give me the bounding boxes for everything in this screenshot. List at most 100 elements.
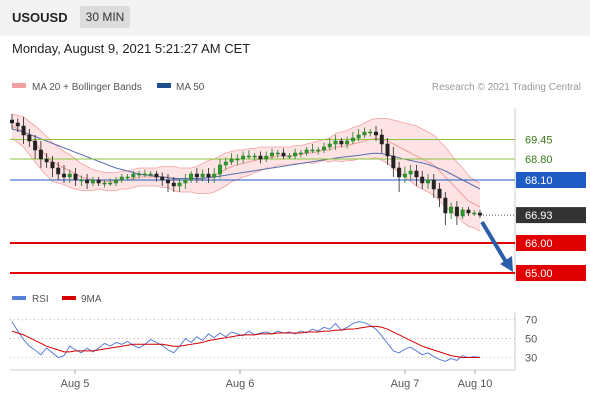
candle-body [333, 140, 338, 145]
candle-body [108, 182, 113, 185]
candle-body [293, 152, 298, 157]
x-label-3: Aug 10 [458, 378, 493, 390]
level-label-5: 65.00 [525, 268, 553, 280]
rsi-tick-label-1: 50 [525, 334, 537, 346]
rsi-legend-swatch [12, 296, 26, 300]
candle-body [478, 212, 482, 216]
candle-body [270, 152, 274, 157]
candle-body [241, 155, 246, 160]
candle-body [420, 176, 425, 184]
candle-body [460, 209, 465, 217]
ma50-legend-label: MA 50 [176, 82, 205, 93]
candle-body [96, 179, 101, 184]
candle-body [218, 164, 222, 175]
candle-body [200, 173, 205, 178]
candle-body [50, 161, 55, 169]
candle-body [414, 170, 419, 178]
candle-body [408, 170, 413, 175]
forecast-arrow [480, 220, 513, 272]
candle-body [391, 155, 396, 169]
candle-body [437, 188, 442, 199]
bollinger-legend-swatch [12, 83, 26, 88]
candle-body [281, 152, 286, 157]
candle-body [402, 173, 407, 178]
level-tag-2 [516, 172, 586, 188]
candle-body [15, 122, 20, 127]
bollinger-upper-line [11, 113, 481, 184]
candle-body [114, 179, 118, 184]
candle-body [287, 155, 292, 158]
candle-body [119, 176, 124, 181]
candle-body [148, 173, 153, 176]
rsi-panel: 70 50 30 [10, 315, 537, 365]
candle-body [177, 182, 182, 187]
candle-body [472, 212, 477, 215]
level-label-4: 66.00 [525, 238, 553, 250]
level-tag-3 [516, 207, 586, 224]
candle-body [235, 158, 240, 161]
candle-body [310, 149, 315, 152]
x-axis-labels: Aug 5 Aug 6 Aug 7 Aug 10 [61, 370, 493, 390]
x-label-1: Aug 6 [226, 378, 255, 390]
candle-body [194, 173, 199, 178]
symbol-label: USOUSD [12, 10, 68, 25]
candle-body [443, 197, 448, 214]
credit-label: Research © 2021 Trading Central [432, 82, 581, 93]
candle-body [73, 173, 78, 181]
candle-body [385, 143, 390, 157]
candle-body [102, 182, 107, 185]
candle-body [368, 131, 373, 134]
candle-body [160, 176, 165, 181]
candle-body [466, 209, 471, 214]
candle-body [56, 167, 61, 175]
candle-body [212, 173, 217, 178]
candle-body [125, 176, 130, 179]
candle-body [166, 179, 170, 184]
rsi-legend-label: RSI [32, 294, 49, 305]
candle-body [304, 149, 309, 154]
candle-body [223, 161, 228, 166]
level-tag-5 [516, 265, 586, 281]
ma20-line [11, 125, 481, 208]
ma50-legend-swatch [157, 83, 171, 88]
level-label-2: 68.10 [525, 175, 553, 187]
candle-body [339, 140, 344, 145]
candle-body [327, 143, 332, 148]
candle-body [67, 173, 72, 178]
candle-body [142, 173, 147, 176]
level-label-0: 69.45 [525, 135, 553, 147]
x-label-0: Aug 5 [61, 378, 90, 390]
candle-body [171, 182, 176, 187]
candle-body [374, 131, 378, 136]
rsi-ma-line [11, 325, 480, 359]
candle-body [316, 149, 321, 152]
timestamp: Monday, August 9, 2021 5:21:27 AM CET [12, 41, 251, 56]
candle-body [38, 149, 43, 160]
candle-body [379, 134, 384, 145]
candle-body [10, 119, 14, 124]
candle-body [362, 131, 367, 136]
candle-body [431, 179, 436, 190]
candle-body [33, 140, 38, 151]
candle-body [252, 155, 257, 158]
candle-body [322, 146, 326, 151]
candle-body [246, 155, 251, 158]
candle-body [449, 206, 454, 214]
candle-body [183, 179, 188, 184]
candle-body [85, 179, 90, 184]
rsi-line [11, 321, 481, 362]
rsi-tick-label-2: 30 [525, 353, 537, 365]
candle-body [258, 155, 263, 160]
candle-body [426, 179, 430, 184]
candle-body [44, 158, 49, 163]
bollinger-lower-line [11, 137, 481, 232]
candle-body [454, 206, 459, 217]
rsi-ma-legend-swatch [62, 296, 76, 300]
x-label-2: Aug 7 [391, 378, 420, 390]
candle-body [350, 137, 355, 142]
candle-body [229, 158, 234, 163]
chart-header: USOUSD 30 MIN [0, 0, 590, 36]
level-label-1: 68.80 [525, 154, 553, 166]
candle-body [131, 173, 136, 178]
timeframe-button[interactable]: 30 MIN [80, 6, 130, 28]
